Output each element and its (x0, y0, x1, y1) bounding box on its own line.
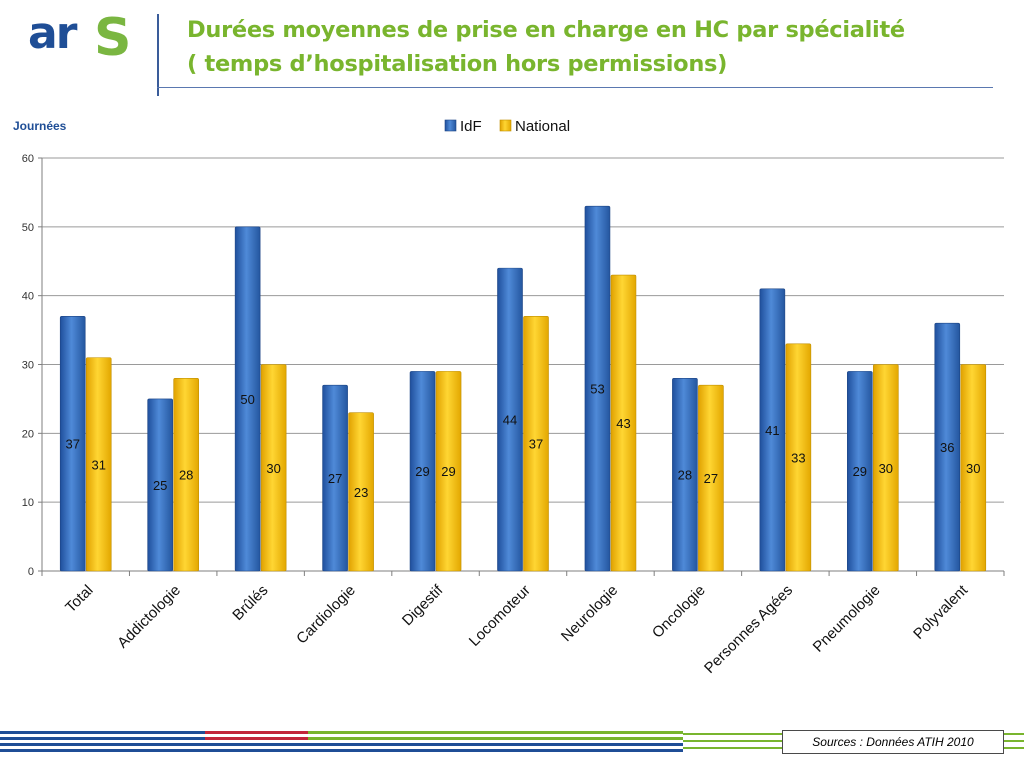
bar-national (260, 364, 287, 572)
bar-national (785, 343, 812, 572)
data-label: 27 (328, 471, 342, 486)
data-label: 50 (240, 392, 254, 407)
bar-national (698, 384, 724, 572)
data-label: 23 (354, 485, 368, 500)
bar-national (523, 316, 549, 572)
bar-national (960, 364, 987, 572)
y-tick-label: 10 (22, 497, 34, 509)
data-label: 30 (966, 461, 980, 476)
logo-s-mark: S (94, 8, 132, 68)
data-label: 36 (940, 440, 954, 455)
bar-idf (497, 267, 523, 572)
bar-national (610, 274, 637, 572)
data-label: 37 (529, 437, 543, 452)
bar-national (435, 371, 462, 572)
x-tick-label: Locomoteur (466, 582, 534, 650)
bar-national (173, 377, 199, 572)
data-label: 41 (765, 423, 779, 438)
header-vertical-divider (157, 14, 159, 96)
data-label: 28 (179, 468, 193, 483)
bar-national (85, 357, 112, 572)
data-label: 28 (678, 468, 692, 483)
bar-idf (409, 371, 436, 572)
legend-label: IdF (460, 118, 482, 135)
header-horizontal-divider (157, 87, 993, 88)
bar-idf (672, 377, 698, 572)
data-label: 29 (853, 464, 867, 479)
x-tick-label: Digestif (399, 581, 447, 629)
data-label: 44 (503, 413, 517, 428)
bar-idf (59, 316, 86, 572)
data-label: 37 (65, 437, 79, 452)
data-label: 29 (415, 464, 429, 479)
data-label: 30 (879, 461, 893, 476)
title-line-2: ( temps d’hospitalisation hors permissio… (187, 51, 728, 77)
data-label: 29 (441, 464, 455, 479)
x-tick-label: Polyvalent (910, 581, 972, 643)
bar-idf (234, 226, 261, 572)
y-tick-label: 30 (22, 360, 34, 372)
x-tick-label: Brûlés (229, 582, 271, 624)
x-tick-label: Oncologie (649, 582, 709, 642)
footer-stripes (0, 731, 1024, 752)
x-tick-label: Cardiologie (293, 582, 359, 648)
legend-label: National (515, 118, 570, 135)
x-tick-label: Total (62, 582, 96, 616)
x-tick-label: Pneumologie (810, 582, 884, 656)
page-title: Durées moyennes de prise en charge en HC… (187, 13, 1007, 81)
legend-swatch-idf (444, 119, 457, 132)
bar-idf (847, 371, 873, 572)
y-tick-label: 60 (22, 153, 34, 165)
bar-idf (322, 384, 348, 572)
bar-national (348, 412, 374, 572)
data-label: 31 (91, 457, 105, 472)
x-tick-label: Addictologie (114, 582, 184, 652)
legend-swatch-national (499, 119, 512, 132)
sources-box: Sources : Données ATIH 2010 (782, 730, 1004, 754)
data-label: 30 (266, 461, 280, 476)
ars-logo: ar S (28, 8, 138, 82)
bar-idf (147, 398, 173, 572)
bar-idf (934, 322, 961, 572)
data-label: 27 (704, 471, 718, 486)
bar-national (873, 364, 899, 572)
data-label: 53 (590, 382, 604, 397)
title-line-1: Durées moyennes de prise en charge en HC… (187, 17, 905, 43)
x-tick-label: Neurologie (558, 582, 621, 645)
y-tick-label: 0 (28, 566, 34, 578)
logo-wordmark: ar (28, 8, 77, 59)
y-tick-label: 50 (22, 222, 34, 234)
bar-chart: 0 10 20 30 40 50 60 Journées 37 31 Total 25 28 Addict… (13, 118, 1005, 677)
y-tick-label: 20 (22, 428, 34, 440)
x-tick-label: Personnes Agées (701, 582, 796, 677)
data-label: 25 (153, 478, 167, 493)
bar-idf (759, 288, 786, 572)
data-label: 33 (791, 450, 805, 465)
data-label: 43 (616, 416, 630, 431)
y-axis-label: Journées (13, 119, 67, 133)
y-tick-label: 40 (22, 291, 34, 303)
bar-idf (584, 205, 611, 572)
